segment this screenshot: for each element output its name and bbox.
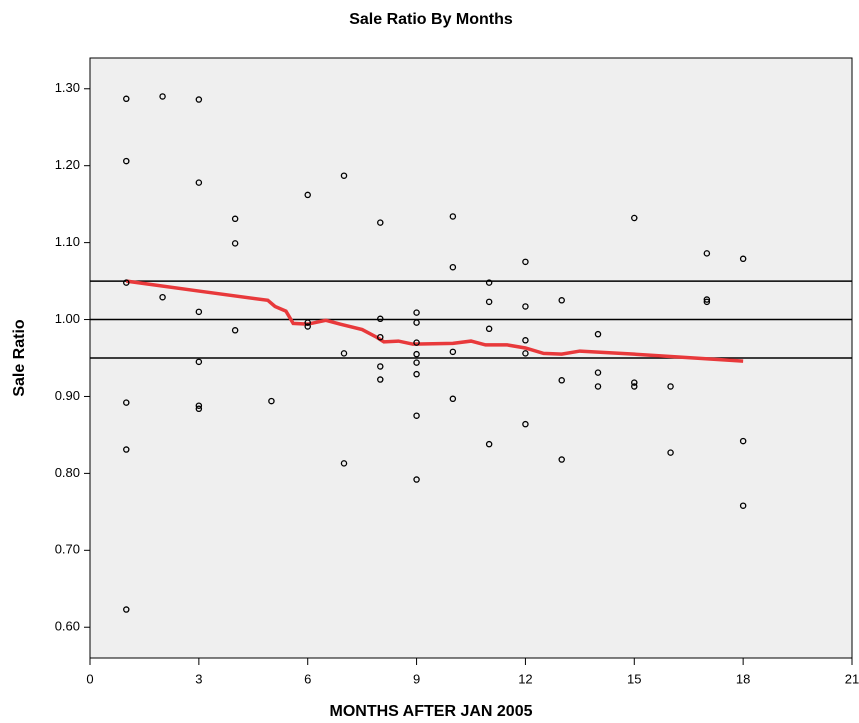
point: [340, 172, 348, 179]
chart-title: Sale Ratio By Months: [349, 11, 513, 28]
point: [304, 191, 311, 199]
point: [449, 348, 457, 356]
point: [413, 339, 420, 346]
point: [703, 296, 711, 303]
point: [304, 319, 311, 326]
y-tick-label: 0.60: [55, 619, 80, 634]
point: [123, 399, 130, 406]
point: [485, 325, 493, 333]
point: [631, 214, 638, 222]
point: [594, 383, 602, 390]
x-tick-label: 9: [413, 671, 420, 686]
point: [268, 397, 275, 405]
point: [413, 476, 420, 483]
point: [413, 359, 420, 366]
point: [522, 303, 529, 310]
point: [703, 298, 711, 306]
point: [413, 309, 420, 316]
point: [522, 420, 529, 428]
point: [377, 315, 384, 323]
point: [739, 502, 747, 509]
x-tick-label: 0: [86, 671, 93, 686]
point: [195, 308, 203, 316]
y-tick-label: 0.80: [55, 465, 80, 480]
point: [123, 446, 130, 453]
point: [413, 350, 420, 358]
y-tick-label: 0.70: [55, 542, 80, 557]
point: [159, 293, 166, 301]
point: [413, 412, 420, 419]
x-tick-label: 12: [518, 671, 532, 686]
point: [340, 350, 348, 357]
point: [159, 93, 166, 100]
point: [123, 157, 130, 165]
point: [377, 363, 384, 370]
point: [522, 258, 529, 266]
point: [413, 370, 420, 378]
point: [558, 377, 565, 384]
point: [195, 96, 203, 103]
point: [485, 440, 493, 448]
point: [377, 333, 384, 341]
x-tick-label: 3: [195, 671, 202, 686]
point: [195, 402, 203, 409]
point: [377, 219, 384, 226]
point: [558, 297, 565, 304]
point: [123, 95, 130, 103]
x-tick-label: 15: [627, 671, 641, 686]
point: [739, 437, 747, 445]
point: [123, 606, 130, 613]
point: [558, 456, 565, 463]
point: [449, 395, 457, 403]
point: [703, 250, 711, 257]
y-tick-label: 1.00: [55, 311, 80, 326]
point: [594, 369, 602, 376]
fit-line: [126, 279, 744, 363]
point: [340, 460, 348, 467]
y-tick-label: 1.30: [55, 80, 80, 95]
y-tick-label: 1.10: [55, 234, 80, 249]
x-tick-label: 21: [845, 671, 859, 686]
point: [231, 327, 239, 334]
point: [485, 279, 493, 286]
point: [485, 298, 493, 306]
y-tick-label: 0.90: [55, 388, 80, 403]
point: [123, 279, 130, 286]
point: [413, 319, 420, 326]
x-tick-label: 6: [304, 671, 311, 686]
x-tick-label: 18: [736, 671, 750, 686]
point: [231, 215, 239, 223]
x-axis-label: MONTHS AFTER JAN 2005: [330, 703, 533, 720]
point: [195, 405, 203, 413]
point: [195, 179, 203, 186]
point: [594, 330, 602, 338]
y-axis-label: Sale Ratio: [11, 319, 28, 397]
point: [377, 376, 384, 383]
point: [231, 240, 239, 247]
point: [195, 358, 203, 366]
y-tick-label: 1.20: [55, 157, 80, 172]
point: [522, 337, 529, 344]
point: [449, 263, 457, 271]
point: [631, 379, 638, 386]
point: [667, 383, 674, 390]
point: [449, 213, 457, 220]
point: [739, 255, 747, 263]
point: [667, 449, 674, 456]
point: [631, 383, 638, 390]
point: [304, 323, 311, 330]
point: [522, 350, 529, 357]
